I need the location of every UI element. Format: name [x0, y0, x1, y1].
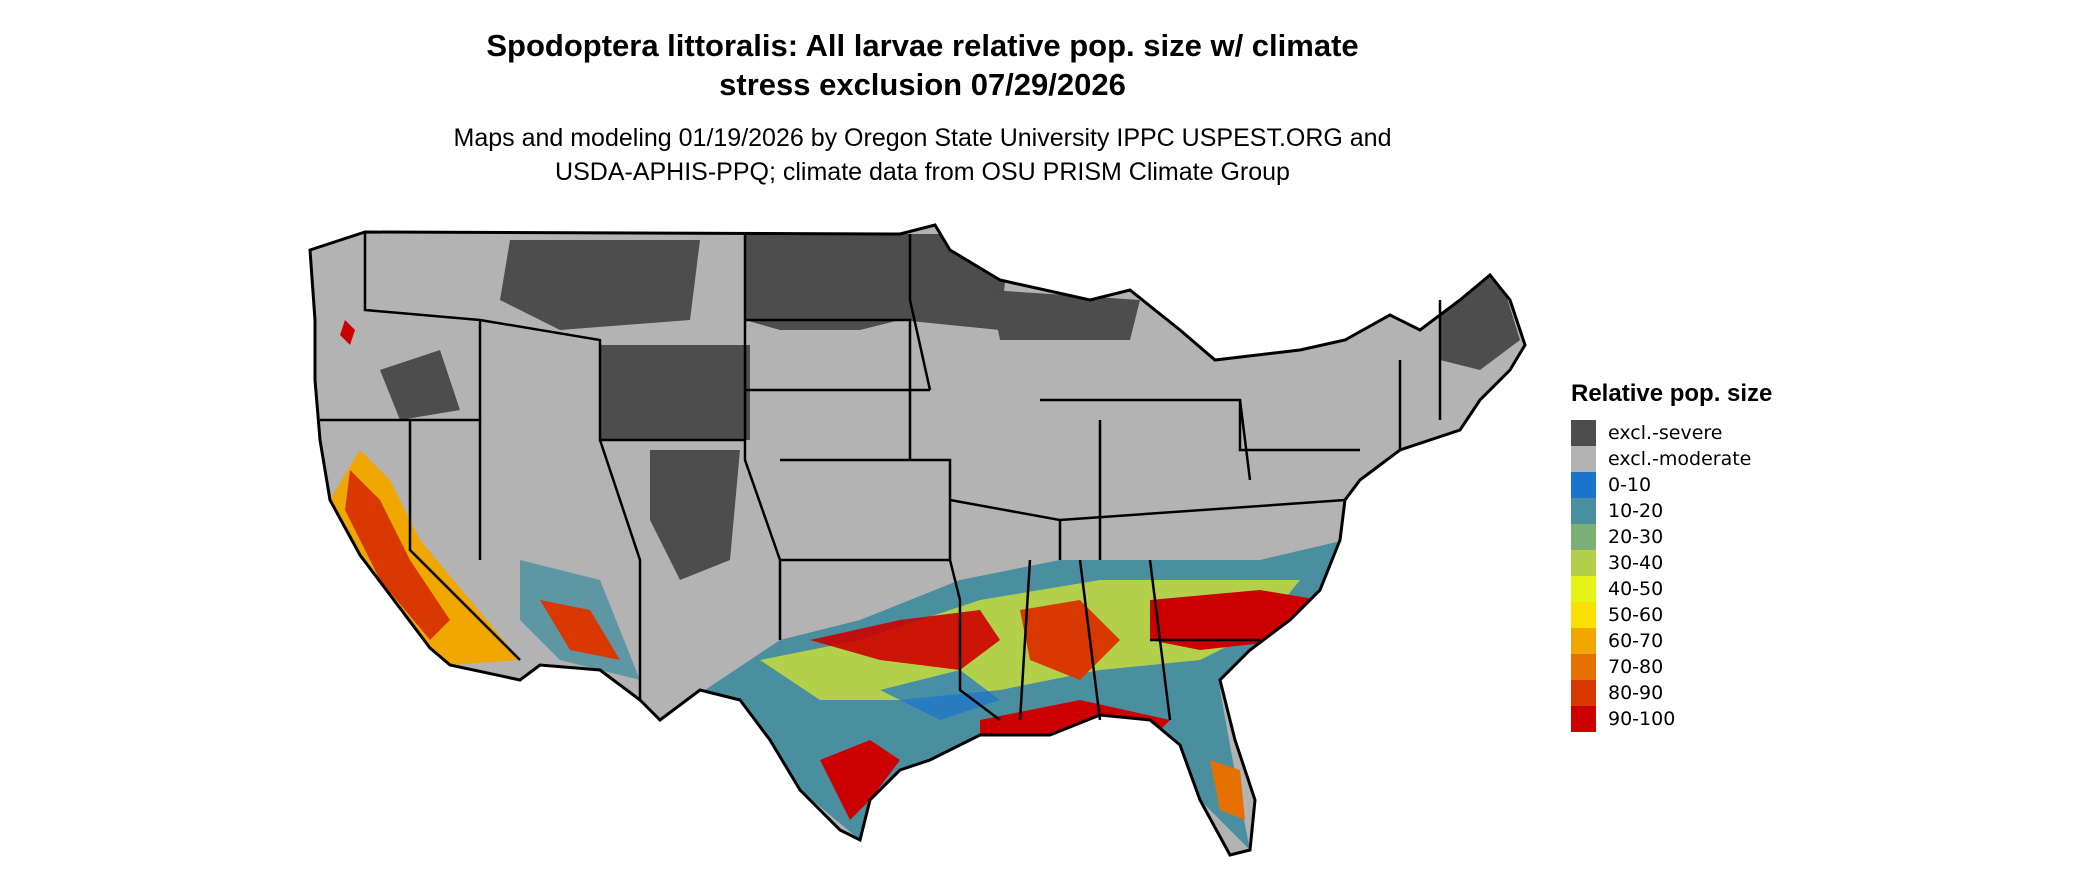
legend-item: 80-90 [1571, 680, 1772, 706]
legend-item: 50-60 [1571, 602, 1772, 628]
legend-label: 90-100 [1608, 708, 1676, 730]
legend-item: 30-40 [1571, 550, 1772, 576]
legend-swatch [1571, 706, 1596, 732]
state-borders [320, 232, 1442, 721]
map-title-line2: stress exclusion 07/29/2026 [719, 67, 1126, 102]
legend-item: 60-70 [1571, 628, 1772, 654]
legend-label: excl.-severe [1608, 422, 1723, 444]
suitable-area-south [330, 320, 1345, 850]
legend-label: 20-30 [1608, 526, 1664, 548]
legend-swatch [1571, 420, 1596, 446]
legend-label: excl.-moderate [1608, 448, 1752, 470]
excl-severe-areas [380, 234, 1520, 580]
legend-swatch [1571, 524, 1596, 550]
legend-swatch [1571, 602, 1596, 628]
map-title-line1: Spodoptera littoralis: All larvae relati… [486, 28, 1359, 63]
legend-label: 0-10 [1608, 474, 1652, 496]
legend-item: excl.-severe [1571, 420, 1772, 446]
legend-swatch [1571, 472, 1596, 498]
legend-label: 70-80 [1608, 656, 1664, 678]
legend-item: 70-80 [1571, 654, 1772, 680]
legend-title: Relative pop. size [1571, 380, 1773, 407]
legend-swatch [1571, 654, 1596, 680]
legend-label: 60-70 [1608, 630, 1664, 652]
legend: Relative pop. size excl.-severe excl.-mod… [1571, 380, 1772, 732]
legend-item: 40-50 [1571, 576, 1772, 602]
legend-item: 0-10 [1571, 472, 1772, 498]
legend-swatch [1571, 680, 1596, 706]
legend-swatch [1571, 628, 1596, 654]
legend-label: 40-50 [1608, 578, 1664, 600]
subtitle-line2: USDA-APHIS-PPQ; climate data from OSU PR… [555, 158, 1290, 186]
legend-label: 30-40 [1608, 552, 1664, 574]
legend-item: excl.-moderate [1571, 446, 1772, 472]
legend-item: 10-20 [1571, 498, 1772, 524]
legend-item: 20-30 [1571, 524, 1772, 550]
legend-swatch [1571, 550, 1596, 576]
subtitle-line1: Maps and modeling 01/19/2026 by Oregon S… [453, 124, 1392, 152]
legend-item: 90-100 [1571, 706, 1772, 732]
legend-swatch [1571, 498, 1596, 524]
legend-label: 10-20 [1608, 500, 1664, 522]
legend-swatch [1571, 576, 1596, 602]
legend-label: 80-90 [1608, 682, 1664, 704]
legend-label: 50-60 [1608, 604, 1664, 626]
legend-swatch [1571, 446, 1596, 472]
